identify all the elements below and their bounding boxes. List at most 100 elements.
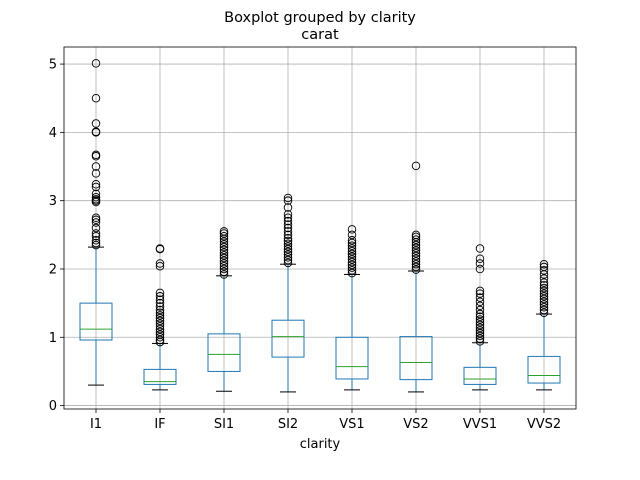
outlier-point [539,294,549,304]
outlier-point [91,195,101,204]
outlier-point [539,259,549,269]
outlier-point [91,169,101,178]
outlier-point [475,309,485,319]
outlier-point [219,231,229,241]
outlier-point [91,119,101,128]
outlier-point [347,249,357,259]
box-group-si1 [207,227,241,392]
outlier-point [283,210,293,219]
outlier-point [91,231,101,241]
box-group-vs1 [335,225,369,391]
y-tick-label: 2 [49,262,57,277]
outlier-point [91,127,101,136]
outlier-point [219,245,229,255]
outlier-point [283,216,293,226]
outlier-point [283,227,293,236]
outlier-point [155,335,165,345]
outlier-point [219,256,229,266]
outlier-point [155,295,165,304]
x-tick-label: SI2 [278,417,298,432]
outlier-point [475,254,485,263]
outlier-point [91,236,101,245]
x-tick-label: SI1 [214,417,234,432]
outlier-point [91,180,101,189]
outlier-point [283,233,293,243]
outlier-point [283,193,293,203]
outlier-point [347,257,357,267]
outlier-point [219,267,229,276]
x-tick-label: VS2 [403,417,428,432]
outlier-point [475,334,485,343]
outlier-point [91,189,101,199]
outlier-point [539,266,549,275]
outlier-point [539,283,549,293]
outlier-point [91,59,101,68]
iqr-box [463,366,497,385]
outlier-point [155,313,165,323]
outlier-point [539,281,549,290]
box-group-vvs1 [463,244,497,391]
outlier-point [155,308,165,317]
outlier-point [219,264,229,274]
outlier-point [411,259,421,269]
axes-frame [63,46,577,410]
outlier-point [475,264,485,274]
plot-area [79,59,561,393]
outlier-point [411,235,421,244]
outlier-point [91,218,101,227]
outlier-point [219,242,229,252]
chart-subtitle: carat [301,27,339,43]
outlier-point [411,262,421,272]
outlier-point [219,251,229,260]
outlier-point [475,326,485,335]
outlier-point [475,297,485,307]
outlier-point [155,261,165,271]
outlier-point [475,301,485,311]
outlier-point [411,254,421,263]
outlier-point [283,255,293,265]
outlier-point [347,244,357,253]
outlier-point [539,297,549,307]
box-group-si2 [271,193,305,393]
outlier-point [283,242,293,251]
outlier-point [283,244,293,254]
axes: 0 1 2 3 4 5 I1 IF SI1 SI2 VS1 VS2 VVS1 VVS2 [49,58,561,432]
outlier-point [155,319,165,328]
outlier-point [475,293,485,302]
x-tick-label: IF [154,417,165,432]
outlier-point [91,93,101,103]
outlier-point [155,324,165,334]
outlier-point [411,232,421,242]
outlier-point [347,268,357,278]
outlier-point [539,292,549,301]
outlier-point [91,193,101,202]
box-group-i1 [79,59,113,386]
outlier-point [219,227,229,236]
outlier-point [475,244,485,253]
outlier-point [219,248,229,257]
outlier-point [219,253,229,263]
outlier-point [91,223,101,233]
x-tick-label: VVS1 [463,417,497,432]
outlier-point [91,182,101,192]
x-tick-label: I1 [90,417,102,432]
outlier-point [539,262,549,272]
outlier-point [347,238,357,248]
outlier-point [283,253,293,262]
y-tick-label: 4 [49,126,57,141]
outlier-point [91,229,101,238]
outlier-point [475,331,485,341]
outlier-point [155,330,165,339]
outlier-point [283,220,293,229]
outlier-point [539,274,549,283]
outlier-point [411,230,421,240]
outlier-point [411,249,421,258]
outlier-point [283,230,293,240]
outlier-point [539,289,549,298]
outlier-point [539,308,549,317]
y-tick-label: 0 [49,399,57,414]
outlier-point [283,236,293,246]
outlier-point [347,255,357,264]
iqr-box [271,319,305,358]
